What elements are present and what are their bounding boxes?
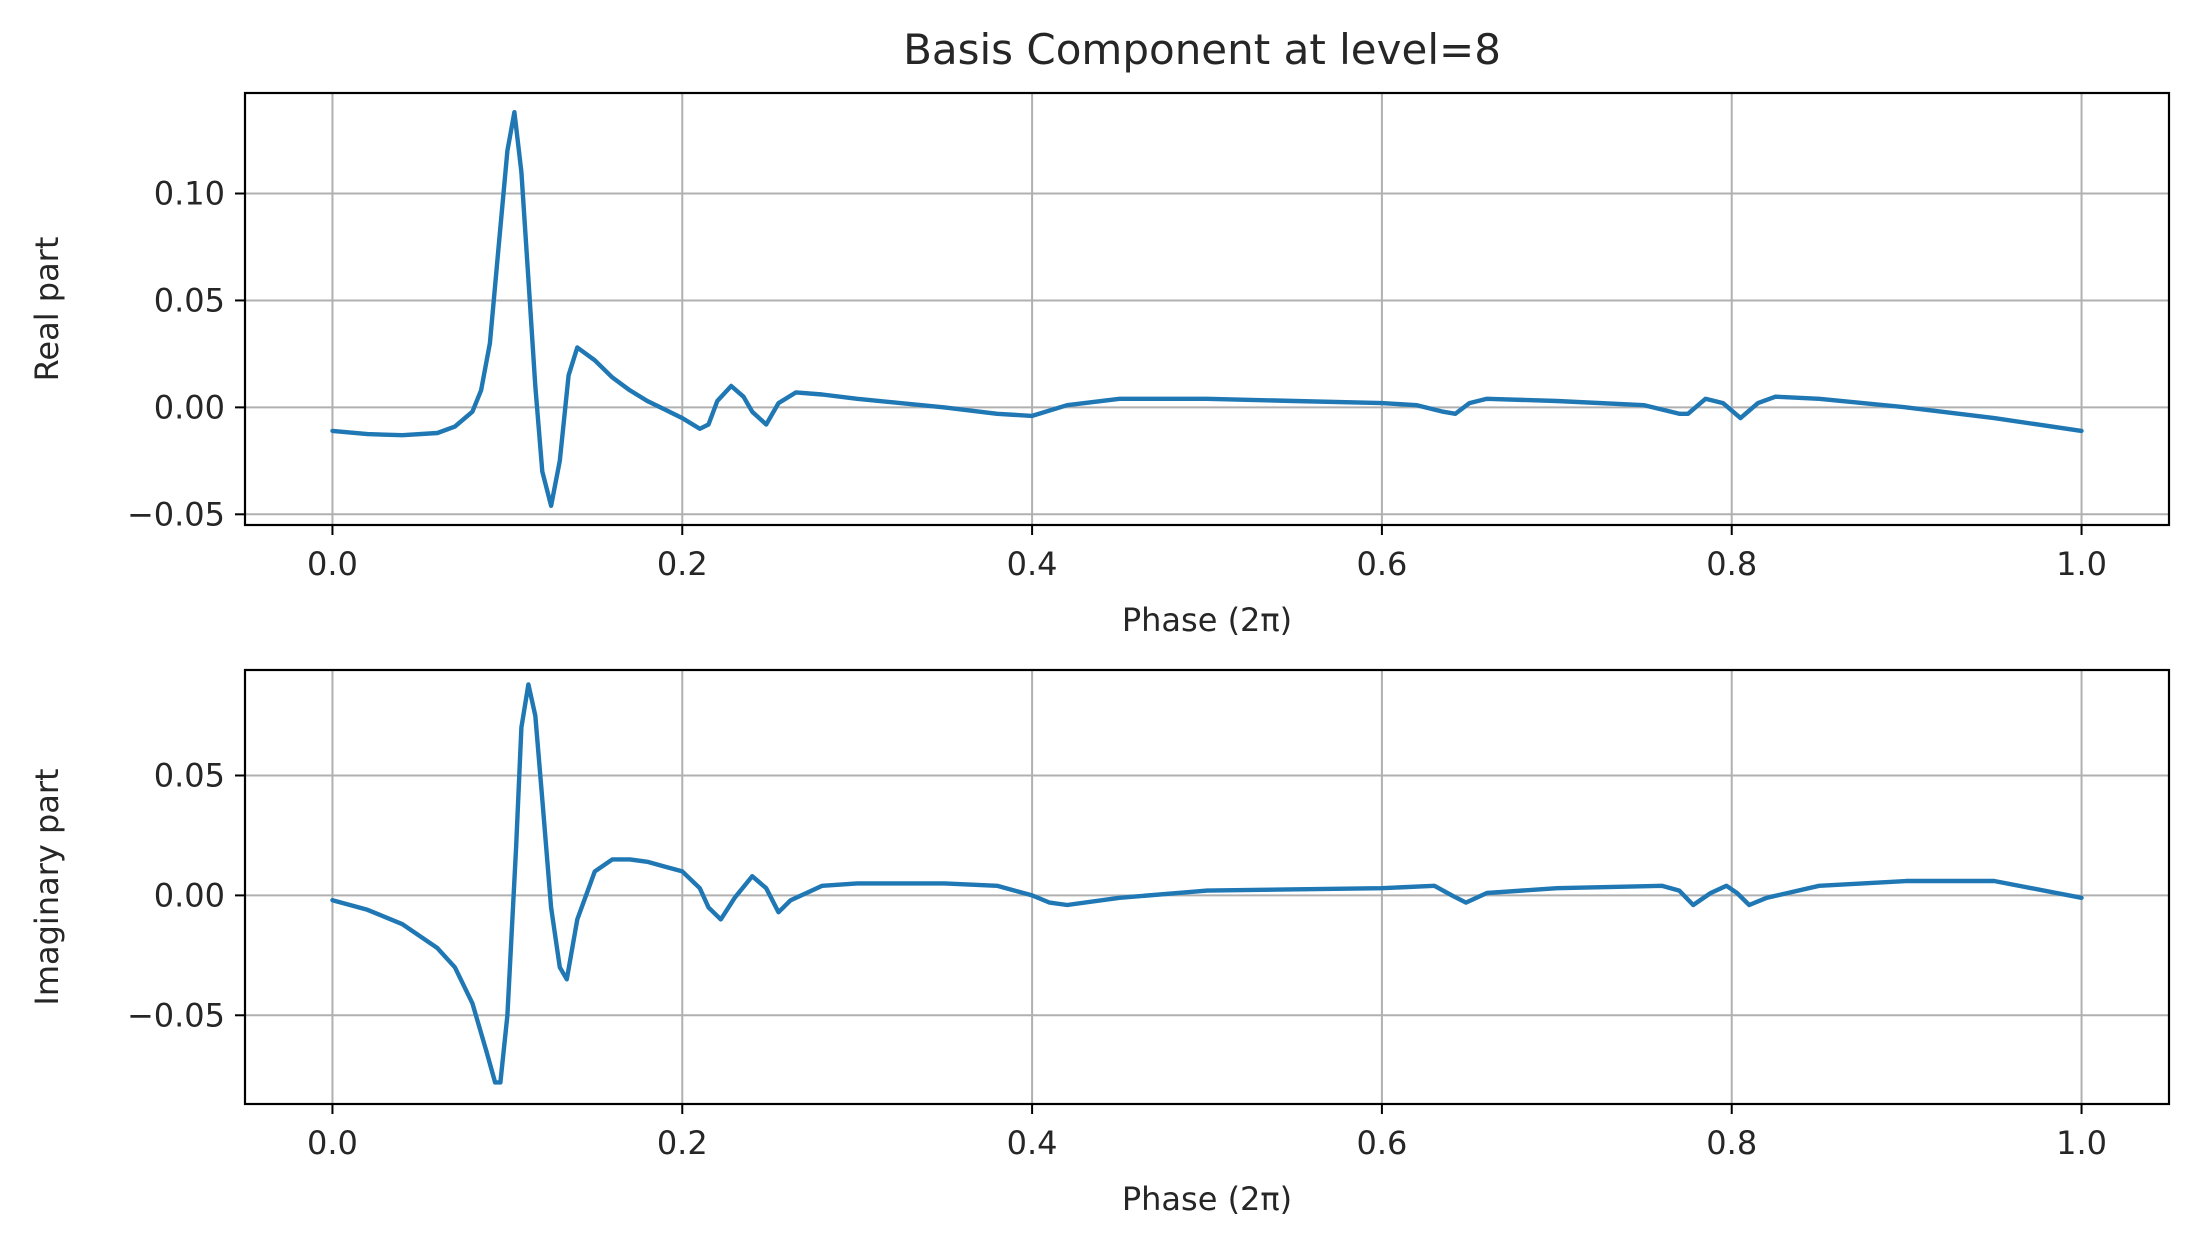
imaginary-part-y-tick-label: −0.05 <box>127 996 225 1034</box>
real-part-x-tick-label: 0.6 <box>1356 545 1407 583</box>
imaginary-part-y-axis-label: Imaginary part <box>28 768 66 1005</box>
real-part-x-tick-label: 0.2 <box>657 545 708 583</box>
real-part-x-axis-label: Phase (2π) <box>1122 601 1292 639</box>
imaginary-part-axes-frame <box>243 668 2171 1106</box>
real-part-x-tick-label: 0.8 <box>1706 545 1757 583</box>
real-part-x-tick-label: 0.0 <box>307 545 358 583</box>
real-part-x-tick-label: 1.0 <box>2056 545 2107 583</box>
imaginary-part-x-ticks: 0.0 0.2 0.4 0.6 0.8 1.0 <box>307 1104 2107 1162</box>
real-part-y-ticks: −0.05 0.00 0.05 0.10 <box>127 175 245 533</box>
imaginary-part-gridlines <box>245 670 2169 1104</box>
imaginary-part-x-tick-label: 0.4 <box>1007 1124 1058 1162</box>
real-part-panel: 0.0 0.2 0.4 0.6 0.8 1.0 −0.05 0.00 0.05 0.10 Pha… <box>28 91 2171 639</box>
real-part-gridlines <box>245 93 2169 525</box>
real-part-y-axis-label: Real part <box>28 237 66 382</box>
real-part-x-tick-label: 0.4 <box>1007 545 1058 583</box>
real-part-series-line <box>330 110 2084 508</box>
real-part-axes-frame <box>243 91 2171 527</box>
imaginary-part-y-tick-label: 0.00 <box>154 876 225 914</box>
imaginary-part-x-tick-label: 0.0 <box>307 1124 358 1162</box>
imaginary-part-x-axis-label: Phase (2π) <box>1122 1180 1292 1218</box>
imaginary-part-y-ticks: −0.05 0.00 0.05 <box>127 757 245 1034</box>
imaginary-part-panel: 0.0 0.2 0.4 0.6 0.8 1.0 −0.05 0.00 0.05 Phase (… <box>28 668 2171 1218</box>
imaginary-part-x-tick-label: 1.0 <box>2056 1124 2107 1162</box>
imaginary-part-x-tick-label: 0.8 <box>1706 1124 1757 1162</box>
chart-title: Basis Component at level=8 <box>903 25 1501 74</box>
imaginary-part-x-tick-label: 0.6 <box>1356 1124 1407 1162</box>
imaginary-part-x-tick-label: 0.2 <box>657 1124 708 1162</box>
real-part-x-ticks: 0.0 0.2 0.4 0.6 0.8 1.0 <box>307 525 2107 583</box>
imaginary-part-y-tick-label: 0.05 <box>154 757 225 795</box>
real-part-y-tick-label: −0.05 <box>127 495 225 533</box>
imaginary-part-series-line <box>330 682 2084 1085</box>
real-part-y-tick-label: 0.10 <box>154 175 225 213</box>
real-part-y-tick-label: 0.00 <box>154 388 225 426</box>
real-part-y-tick-label: 0.05 <box>154 281 225 319</box>
